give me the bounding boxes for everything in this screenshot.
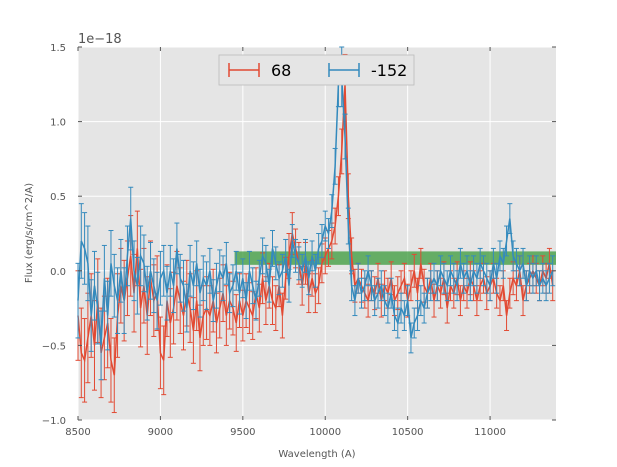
grid <box>77 46 556 421</box>
y-tick-label: 1.0 <box>50 118 66 129</box>
y-tick-label: −1.0 <box>42 416 66 427</box>
legend-label-minus-152: -152 <box>371 61 407 80</box>
y-tick-label: 1.5 <box>50 43 66 54</box>
x-tick-label: 10000 <box>309 427 341 438</box>
y-tick-label: 0.0 <box>50 267 66 278</box>
series-line <box>77 76 554 346</box>
x-tick-label: 9000 <box>148 427 173 438</box>
x-tick-labels: 8500 9000 9500 10000 10500 11000 <box>65 427 506 438</box>
series-layer <box>75 46 556 414</box>
y-offset-label: 1e−18 <box>78 32 122 47</box>
y-axis-label: Flux (erg/s/cm^2/A) <box>24 183 35 283</box>
legend-label-68: 68 <box>271 61 291 80</box>
x-tick-label: 8500 <box>65 427 90 438</box>
y-tick-label: 0.5 <box>50 192 66 203</box>
tick-marks <box>77 46 556 421</box>
x-tick-label: 11000 <box>474 427 506 438</box>
x-axis-label: Wavelength (A) <box>278 449 355 460</box>
legend: 68 -152 <box>218 54 415 86</box>
legend-entry-minus-152 <box>328 63 360 77</box>
y-tick-labels: −1.0 −0.5 0.0 0.5 1.0 1.5 <box>42 43 66 427</box>
x-tick-label: 10500 <box>392 427 424 438</box>
y-tick-label: −0.5 <box>42 341 66 352</box>
series-minus-152 <box>75 46 556 381</box>
legend-entry-68 <box>228 63 260 77</box>
x-tick-label: 9500 <box>230 427 255 438</box>
